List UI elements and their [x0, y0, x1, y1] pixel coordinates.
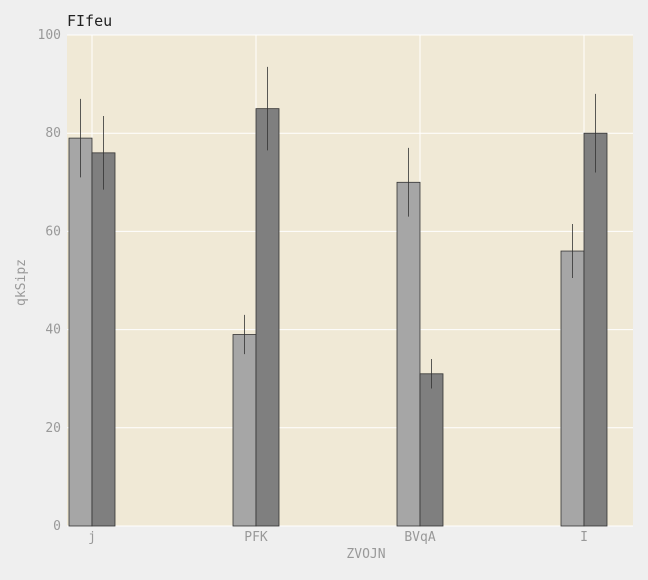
y-tick-label-4: 80 [45, 126, 61, 141]
y-axis-label: qkSipz [14, 259, 29, 306]
bar-2-series-1 [419, 373, 444, 527]
y-tick-label-1: 20 [45, 421, 61, 436]
chart-title: FIfeu [67, 12, 112, 30]
x-axis-ticks: j PFK BVqA I [88, 530, 588, 545]
bar-1-series-0 [232, 334, 257, 527]
x-tick-label-2: BVqA [404, 530, 435, 545]
x-tick-label-1: PFK [244, 530, 268, 545]
bar-0-series-0 [68, 137, 93, 527]
y-axis-ticks: 0 20 40 60 80 100 [38, 28, 61, 534]
x-axis-label: ZVOJN [346, 547, 385, 562]
bar-2-series-0 [396, 181, 421, 527]
y-tick-label-3: 60 [45, 224, 61, 239]
y-tick-label-5: 100 [38, 28, 61, 43]
y-tick-label-2: 40 [45, 323, 61, 338]
plot-area [67, 35, 633, 526]
x-tick-label-3: I [580, 530, 588, 545]
bar-3-series-0 [560, 250, 585, 527]
x-tick-label-0: j [88, 530, 96, 545]
error-bars [80, 66, 596, 389]
y-tick-label-0: 0 [53, 519, 61, 534]
bar-0-series-1 [91, 152, 116, 527]
bar-1-series-1 [255, 108, 280, 527]
bar-3-series-1 [583, 132, 608, 527]
